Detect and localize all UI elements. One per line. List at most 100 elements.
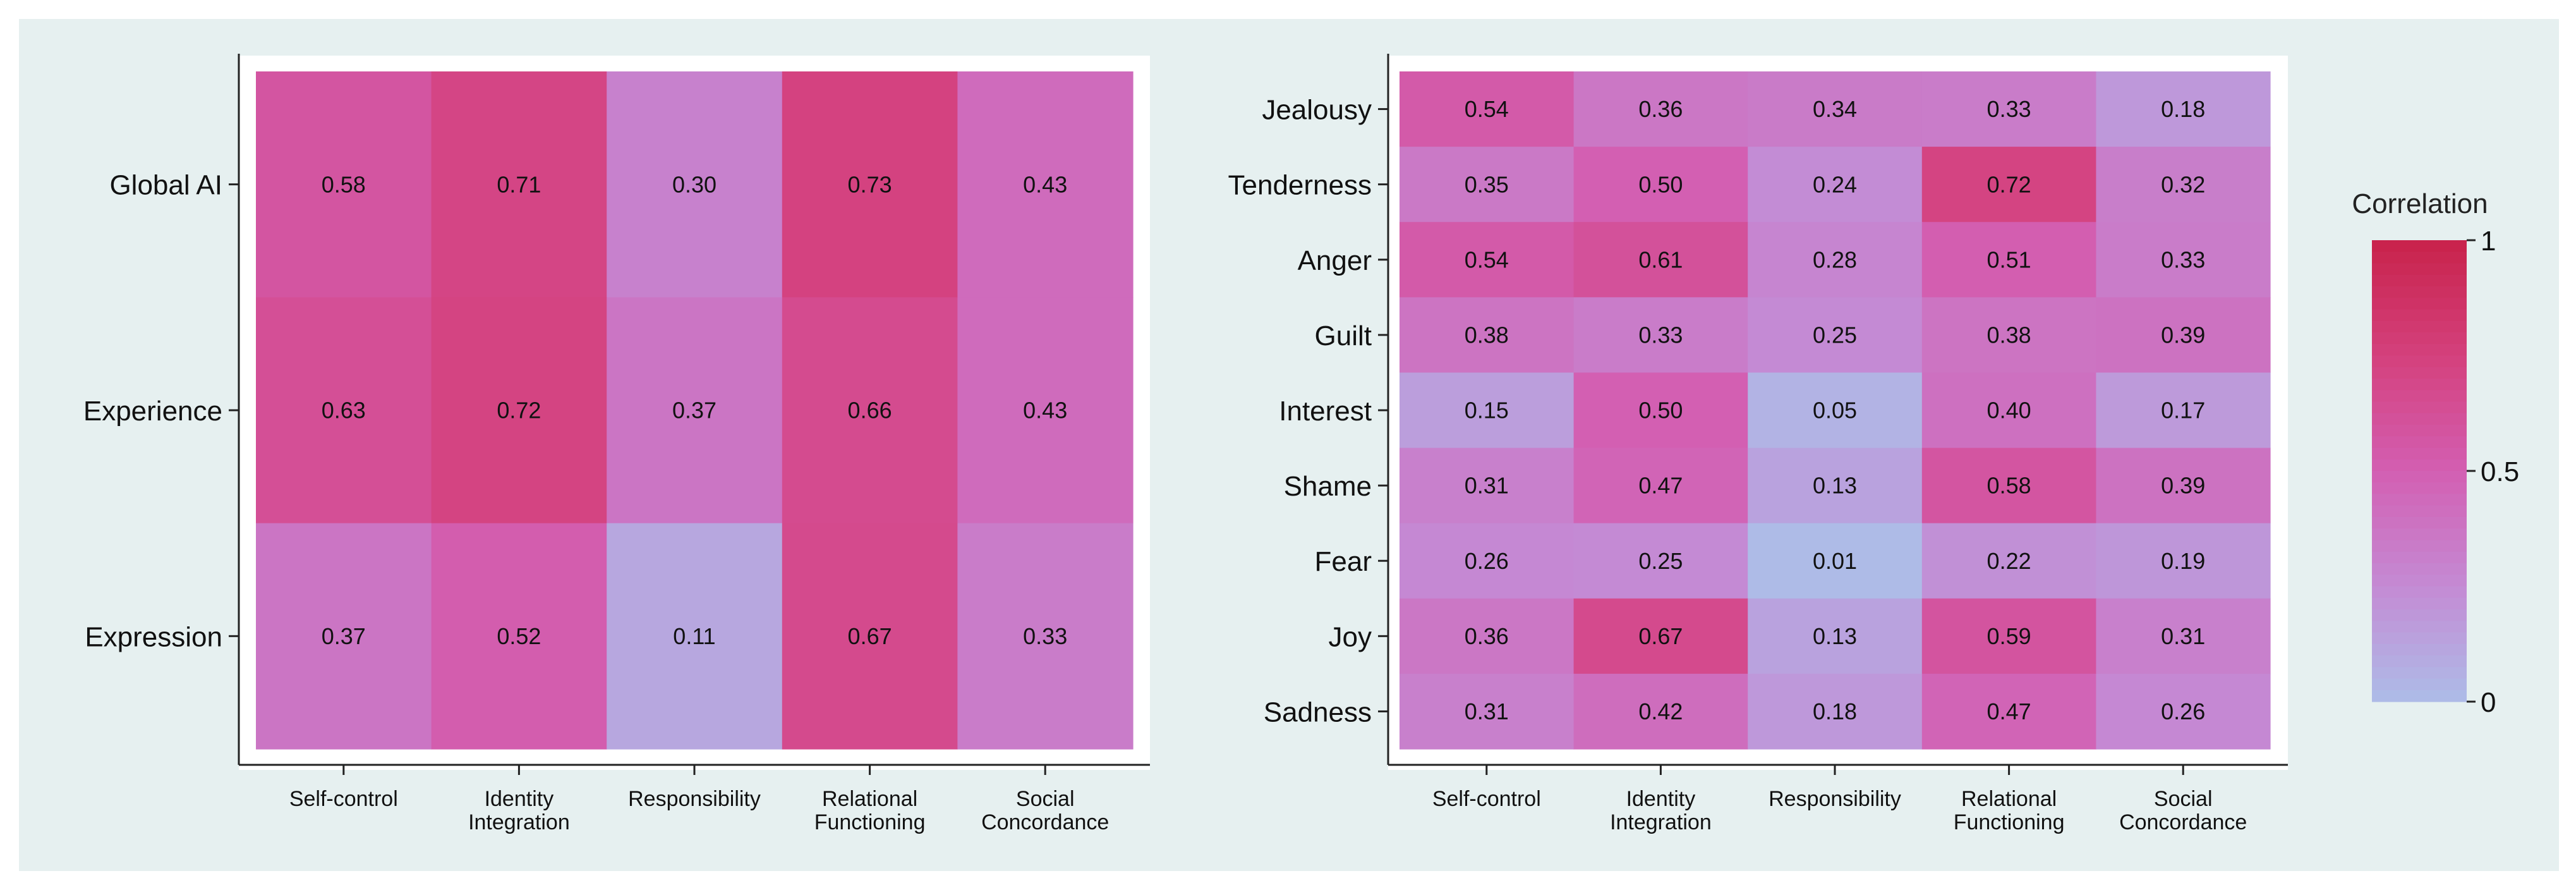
legend-color-step bbox=[2372, 655, 2467, 668]
legend-color-step bbox=[2372, 332, 2467, 344]
right-cell-value: 0.18 bbox=[1813, 698, 1857, 724]
legend-color-step bbox=[2372, 621, 2467, 633]
left-cell bbox=[256, 297, 432, 524]
right-cell-value: 0.13 bbox=[1813, 473, 1857, 499]
legend-color-bar bbox=[2372, 240, 2467, 702]
right-cell bbox=[1748, 372, 1923, 449]
left-cell-value: 0.58 bbox=[322, 171, 366, 197]
right-cell bbox=[1921, 523, 2096, 599]
left-cell-value: 0.11 bbox=[673, 623, 715, 649]
right-cell-value: 0.33 bbox=[1987, 96, 2031, 122]
left-cell bbox=[782, 523, 958, 750]
right-cell-value: 0.40 bbox=[1987, 398, 2031, 424]
right-row-label: Guilt bbox=[1315, 320, 1372, 351]
right-cell-value: 0.32 bbox=[2161, 171, 2205, 197]
legend-color-step bbox=[2372, 379, 2467, 391]
legend-color-step bbox=[2372, 448, 2467, 460]
left-column-label: Self-control bbox=[289, 787, 398, 811]
right-cell-value: 0.35 bbox=[1465, 171, 1509, 197]
right-cell bbox=[1400, 673, 1575, 750]
legend-color-step bbox=[2372, 263, 2467, 276]
legend-color-step bbox=[2372, 459, 2467, 472]
legend-color-step bbox=[2372, 298, 2467, 310]
right-heatmap-cells: 0.54 0.36 0.34 0.33 0.18 0.35 0.50 0.24 0.72 0.32… bbox=[1400, 71, 2271, 750]
right-cell-value: 0.51 bbox=[1987, 247, 2031, 272]
right-column-label: Concordance bbox=[2119, 810, 2247, 834]
left-column-label: Responsibility bbox=[628, 787, 761, 811]
right-cell bbox=[1921, 372, 2096, 449]
right-cell-value: 0.50 bbox=[1638, 171, 1683, 197]
right-cell bbox=[2096, 222, 2271, 298]
left-heatmap: 0.58 0.71 0.30 0.73 0.43 0.63 0.72 0.37 0.66 0.43… bbox=[83, 54, 1150, 834]
right-cell-value: 0.38 bbox=[1465, 322, 1509, 348]
right-cell-value: 0.15 bbox=[1465, 398, 1509, 424]
right-cell bbox=[1400, 71, 1575, 147]
right-cell-value: 0.47 bbox=[1987, 698, 2031, 724]
legend-color-step bbox=[2372, 540, 2467, 552]
left-column-label: Functioning bbox=[814, 810, 926, 834]
legend-color-step bbox=[2372, 586, 2467, 599]
right-cell-value: 0.26 bbox=[2161, 698, 2205, 724]
right-cell-value: 0.17 bbox=[2161, 398, 2205, 424]
right-row-label: Tenderness bbox=[1228, 170, 1372, 201]
legend-color-step bbox=[2372, 390, 2467, 403]
legend-color-step bbox=[2372, 597, 2467, 610]
right-cell bbox=[1921, 448, 2096, 524]
left-cell bbox=[607, 297, 783, 524]
right-cell bbox=[1573, 598, 1748, 674]
left-cell-value: 0.52 bbox=[497, 623, 541, 649]
left-column-label: Identity bbox=[485, 787, 554, 811]
right-cell-value: 0.22 bbox=[1987, 548, 2031, 574]
legend-tick-label: 1 bbox=[2481, 226, 2496, 257]
right-cell-value: 0.54 bbox=[1465, 247, 1509, 272]
left-column-label: Relational bbox=[822, 787, 917, 811]
legend-color-step bbox=[2372, 667, 2467, 680]
right-cell-value: 0.61 bbox=[1638, 247, 1683, 272]
right-cell-value: 0.26 bbox=[1465, 548, 1509, 574]
right-cell bbox=[1573, 372, 1748, 449]
right-cell bbox=[1748, 222, 1923, 298]
left-column-label: Concordance bbox=[981, 810, 1109, 834]
legend-color-step bbox=[2372, 309, 2467, 322]
legend-color-step bbox=[2372, 517, 2467, 529]
right-cell-value: 0.01 bbox=[1813, 548, 1857, 574]
right-cell bbox=[1921, 297, 2096, 374]
right-cell bbox=[1400, 147, 1575, 222]
right-cell-value: 0.50 bbox=[1638, 398, 1683, 424]
right-cell bbox=[2096, 448, 2271, 524]
legend-color-step bbox=[2372, 274, 2467, 287]
color-legend: Correlation 10.50 bbox=[2352, 188, 2519, 718]
legend-title: Correlation bbox=[2352, 188, 2488, 219]
right-column-label: Self-control bbox=[1432, 787, 1541, 811]
right-cell bbox=[1400, 297, 1575, 374]
legend-ticks: 10.50 bbox=[2467, 226, 2519, 718]
legend-color-step bbox=[2372, 551, 2467, 564]
legend-color-step bbox=[2372, 690, 2467, 702]
right-cell-value: 0.42 bbox=[1638, 698, 1683, 724]
right-cell-value: 0.59 bbox=[1987, 623, 2031, 649]
left-column-label: Social bbox=[1016, 787, 1075, 811]
legend-color-step bbox=[2372, 643, 2467, 656]
legend-color-step bbox=[2372, 678, 2467, 691]
right-cell bbox=[1573, 147, 1748, 222]
right-cell-value: 0.31 bbox=[1465, 473, 1509, 499]
right-cell-value: 0.36 bbox=[1638, 96, 1683, 122]
right-cell bbox=[1748, 598, 1923, 674]
right-cell-value: 0.28 bbox=[1813, 247, 1857, 272]
legend-color-step bbox=[2372, 413, 2467, 425]
right-cell-value: 0.19 bbox=[2161, 548, 2205, 574]
right-cell-value: 0.36 bbox=[1465, 623, 1509, 649]
right-row-label: Joy bbox=[1329, 621, 1372, 652]
legend-color-step bbox=[2372, 528, 2467, 541]
right-cell-value: 0.34 bbox=[1813, 96, 1857, 122]
right-cell-value: 0.25 bbox=[1813, 322, 1857, 348]
left-cell bbox=[256, 71, 432, 298]
right-row-label: Shame bbox=[1284, 471, 1372, 502]
legend-color-step bbox=[2372, 575, 2467, 587]
right-cell-value: 0.33 bbox=[2161, 247, 2205, 272]
left-row-label: Expression bbox=[85, 621, 222, 652]
legend-color-step bbox=[2372, 320, 2467, 333]
